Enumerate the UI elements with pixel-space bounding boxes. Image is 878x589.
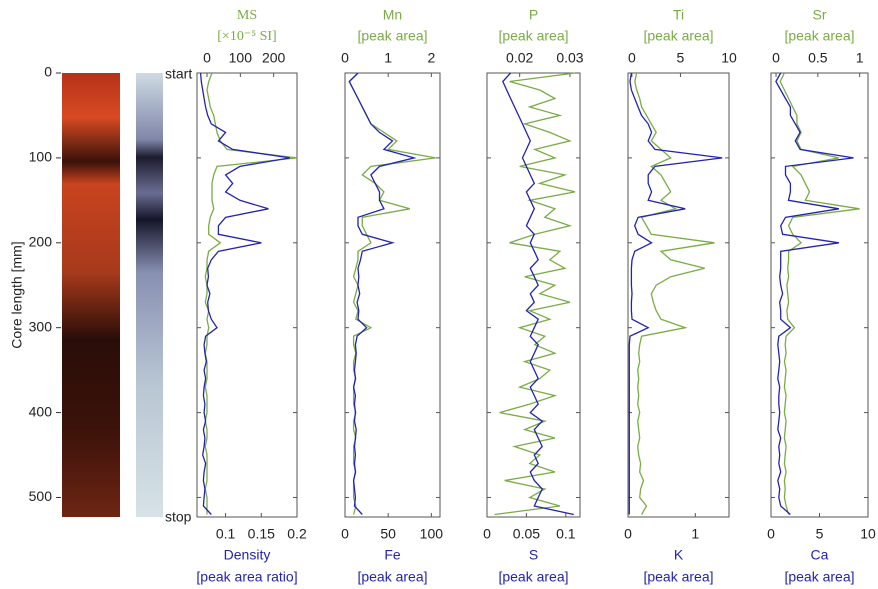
x-tick-label: 0 <box>483 526 491 542</box>
x-tick-label: 10 <box>860 526 876 542</box>
x2-tick-label: 0.02 <box>506 50 533 66</box>
series-unit: [peak area] <box>643 28 713 44</box>
y-tick-label: 100 <box>29 149 53 165</box>
profile-line <box>779 72 860 515</box>
series-name: MS <box>237 8 257 23</box>
profile-line <box>494 72 576 516</box>
x2-tick-label: 1 <box>384 50 392 66</box>
series-unit: [peak area] <box>784 28 854 44</box>
profile-line <box>348 72 417 515</box>
series-name: Ca <box>811 547 829 563</box>
profile-line <box>199 72 291 515</box>
x-tick-label: 0.1 <box>556 526 576 542</box>
profile-line <box>628 72 723 515</box>
x2-tick-label: 0.5 <box>808 50 828 66</box>
x-tick-label: 0.2 <box>287 526 307 542</box>
panel-frame <box>486 72 581 518</box>
panel-frame <box>196 72 298 518</box>
x2-tick-label: 0 <box>772 50 780 66</box>
series-name: K <box>674 547 684 563</box>
x2-tick-label: 0.03 <box>556 50 583 66</box>
x2-tick-label: 100 <box>229 50 253 66</box>
y-tick-label: 300 <box>29 318 53 334</box>
series-unit: [peak area] <box>498 28 568 44</box>
series-name: Sr <box>813 7 827 23</box>
x-tick-label: 100 <box>420 526 444 542</box>
core-photo <box>62 73 120 517</box>
profile-line <box>204 72 298 515</box>
stop-label: stop <box>165 509 192 525</box>
panel-frame <box>344 72 441 518</box>
x2-tick-label: 0 <box>341 50 349 66</box>
x-tick-label: 0 <box>341 526 349 542</box>
y-axis-label: Core length [mm] <box>9 241 25 348</box>
series-name: P <box>529 7 538 23</box>
series-unit: [peak area] <box>357 569 427 585</box>
series-unit: [×10⁻⁵ SI] <box>217 29 276 44</box>
x2-tick-label: 0 <box>628 50 636 66</box>
profile-line <box>348 72 436 515</box>
series-unit: [peak area ratio] <box>196 569 297 585</box>
start-label: start <box>165 66 192 82</box>
x2-tick-label: 0 <box>203 50 211 66</box>
panel-frame <box>627 72 730 518</box>
series-name: Ti <box>673 7 684 23</box>
x2-tick-label: 10 <box>721 50 737 66</box>
series-unit: [peak area] <box>643 569 713 585</box>
profile-line <box>502 72 574 516</box>
series-unit: [peak area] <box>784 569 854 585</box>
series-name: Fe <box>384 547 401 563</box>
core-xray <box>136 73 163 517</box>
series-unit: [peak area] <box>498 569 568 585</box>
series-unit: [peak area] <box>357 28 427 44</box>
y-tick-label: 0 <box>44 64 52 80</box>
x-tick-label: 1 <box>691 526 699 542</box>
y-tick-label: 500 <box>29 488 53 504</box>
x-tick-label: 0.15 <box>248 526 275 542</box>
x-tick-label: 0 <box>767 526 775 542</box>
x2-tick-label: 200 <box>262 50 286 66</box>
series-name: Mn <box>383 7 402 23</box>
profile-line <box>775 72 854 515</box>
x2-tick-label: 5 <box>677 50 685 66</box>
x2-tick-label: 2 <box>427 50 435 66</box>
x-tick-label: 0 <box>624 526 632 542</box>
series-name: Density <box>224 547 271 563</box>
profile-line <box>634 72 715 515</box>
series-name: S <box>529 547 538 563</box>
y-tick-label: 200 <box>29 233 53 249</box>
x2-tick-label: 1 <box>856 50 864 66</box>
x-tick-label: 50 <box>380 526 396 542</box>
x-tick-label: 0.05 <box>513 526 540 542</box>
x-tick-label: 0.1 <box>216 526 236 542</box>
y-tick-label: 400 <box>29 403 53 419</box>
x-tick-label: 5 <box>816 526 824 542</box>
